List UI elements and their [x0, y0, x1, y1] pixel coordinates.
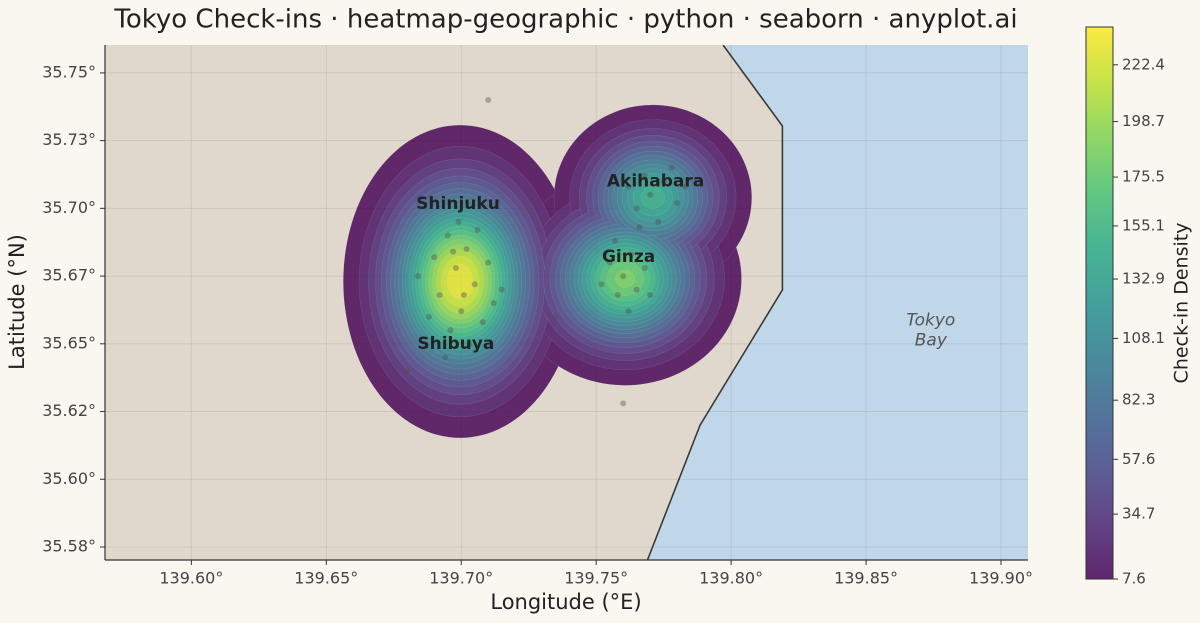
check-in-point — [444, 232, 451, 239]
check-in-point — [490, 300, 497, 307]
place-label: Shinjuku — [416, 194, 500, 214]
colorbar-tick-label: 34.7 — [1122, 505, 1155, 523]
density-contour — [615, 269, 636, 288]
check-in-point — [485, 96, 492, 103]
overlay: 139.60° 139.65° 139.70° 139.75° 139.80° 139.8… — [42, 26, 1165, 588]
check-in-point — [660, 178, 667, 185]
check-in-point — [633, 286, 640, 293]
check-in-point — [682, 183, 689, 190]
colorbar-tick-label: 108.1 — [1122, 329, 1165, 347]
check-in-point — [479, 319, 486, 326]
check-in-point — [633, 205, 640, 212]
colorbar-tick-label: 57.6 — [1122, 450, 1155, 468]
colorbar-tick-label: 198.7 — [1122, 112, 1165, 130]
check-in-point — [647, 191, 654, 198]
density-contour — [446, 263, 474, 300]
x-tick-label: 139.65° — [294, 569, 358, 588]
colorbar — [1085, 26, 1114, 580]
y-tick-label: 35.58° — [42, 536, 96, 555]
check-in-point — [579, 354, 586, 361]
colorbar-tick-label: 175.5 — [1122, 168, 1165, 186]
density-contour — [640, 186, 665, 209]
x-tick-label: 139.85° — [834, 569, 898, 588]
place-label: Akihabara — [607, 171, 704, 191]
x-tick-label: 139.90° — [969, 569, 1033, 588]
check-in-point — [641, 264, 648, 271]
x-tick-label: 139.60° — [159, 569, 223, 588]
check-in-point — [455, 218, 462, 225]
check-in-point — [498, 286, 505, 293]
check-in-point — [552, 313, 559, 320]
check-in-point — [614, 292, 621, 299]
check-in-point — [525, 205, 532, 212]
check-in-point — [404, 367, 411, 374]
place-label: Shibuya — [417, 334, 494, 354]
check-in-point — [447, 327, 454, 334]
y-tick-label: 35.75° — [42, 62, 96, 81]
check-in-point — [668, 164, 675, 171]
water-label: Tokyo — [906, 310, 955, 330]
check-in-point — [625, 183, 632, 190]
check-in-point — [450, 248, 457, 255]
colorbar-tick-label: 155.1 — [1122, 216, 1165, 234]
check-in-point — [452, 264, 459, 271]
check-in-point — [647, 292, 654, 299]
y-tick-label: 35.60° — [42, 469, 96, 488]
check-in-point — [471, 281, 478, 288]
x-tick-label: 139.70° — [429, 569, 493, 588]
x-tick-label: 139.80° — [699, 569, 763, 588]
colorbar-tick-label: 132.9 — [1122, 270, 1165, 288]
check-in-point — [474, 227, 481, 234]
chart-title: Tokyo Check-ins · heatmap-geographic · p… — [113, 5, 1017, 35]
y-tick-label: 35.73° — [42, 130, 96, 149]
check-in-point — [674, 199, 681, 206]
coastline — [646, 45, 784, 560]
check-in-point — [606, 259, 613, 266]
check-in-point — [442, 354, 449, 361]
check-in-point — [460, 292, 467, 299]
check-in-point — [431, 254, 438, 261]
check-in-point — [628, 251, 635, 258]
x-axis-label: Longitude (°E) — [490, 590, 641, 614]
check-in-point — [436, 292, 443, 299]
water-label: Bay — [915, 330, 948, 350]
check-in-point — [485, 259, 492, 266]
y-tick-label: 35.67° — [42, 266, 96, 285]
check-in-point — [463, 245, 470, 252]
check-in-point — [458, 308, 465, 315]
check-in-point — [625, 308, 632, 315]
check-in-point — [598, 281, 605, 288]
density — [342, 104, 753, 439]
check-in-point — [425, 313, 432, 320]
x-tick-label: 139.75° — [564, 569, 628, 588]
y-tick-label: 35.62° — [42, 401, 96, 420]
check-in-point — [636, 224, 643, 231]
y-tick-label: 35.65° — [42, 333, 96, 352]
check-in-point — [620, 400, 627, 407]
colorbar-tick-label: 82.3 — [1122, 391, 1155, 409]
place-label: Ginza — [602, 247, 655, 267]
check-in-point — [620, 273, 627, 280]
colorbar-label: Check-in Density — [1171, 223, 1193, 384]
check-in-point — [612, 237, 619, 244]
colorbar-tick-label: 7.6 — [1122, 570, 1146, 588]
check-in-point — [641, 172, 648, 179]
colorbar-tick-label: 222.4 — [1122, 55, 1165, 73]
check-in-point — [415, 273, 422, 280]
y-tick-label: 35.70° — [42, 198, 96, 217]
check-in-point — [655, 218, 662, 225]
y-axis-label: Latitude (°N) — [5, 234, 29, 370]
check-in-point — [466, 340, 473, 347]
